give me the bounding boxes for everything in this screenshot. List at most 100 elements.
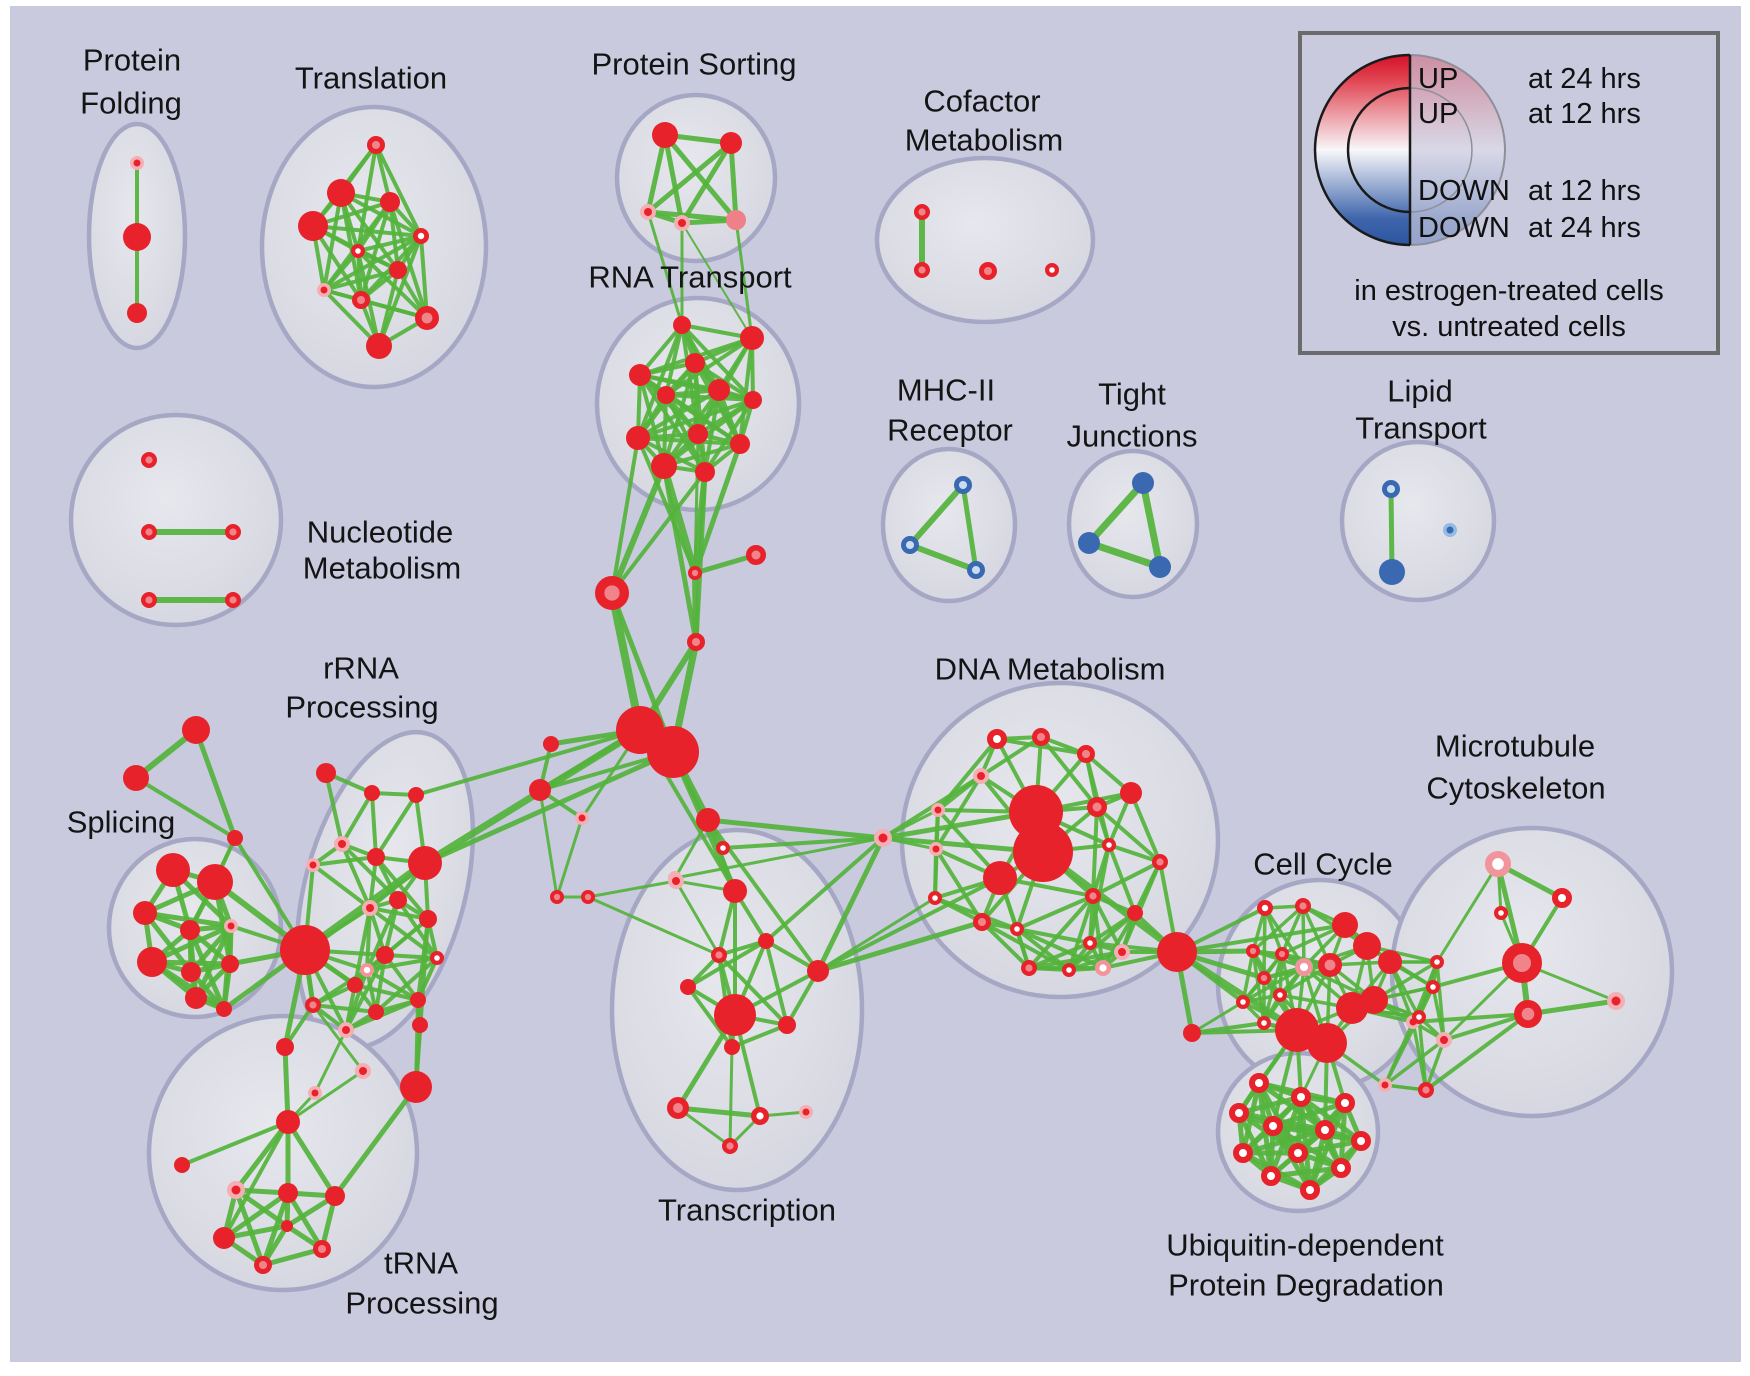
gene-node: [966, 560, 985, 579]
cluster-label-microtubule-cytoskeleton: Cytoskeleton: [1426, 771, 1605, 806]
cluster-label-microtubule-cytoskeleton: Microtubule: [1435, 729, 1595, 764]
interaction-edge: [1301, 904, 1306, 969]
gene-node: [224, 524, 241, 541]
gene-node: [430, 950, 445, 965]
gene-node: [983, 861, 1017, 895]
gene-node: [140, 452, 157, 469]
interaction-edge: [1175, 923, 1347, 954]
gene-node: [1261, 1166, 1281, 1186]
gene-node: [708, 379, 730, 401]
interaction-edge: [636, 388, 721, 440]
gene-node: [305, 997, 322, 1014]
interaction-edge: [636, 323, 684, 440]
gene-node: [1082, 935, 1097, 950]
interaction-edge: [222, 1120, 290, 1240]
interaction-edge: [960, 482, 979, 573]
interaction-edge: [388, 200, 400, 272]
legend-outer-ring-right: [1409, 54, 1506, 246]
gene-node: [543, 736, 559, 752]
interaction-edge: [717, 953, 789, 1027]
interaction-edge: [1067, 894, 1095, 972]
gene-node: [327, 179, 355, 207]
gene-node: [400, 1071, 432, 1103]
gene-node: [807, 960, 829, 982]
cluster-label-dna-metabolism: DNA Metabolism: [935, 652, 1166, 687]
gene-node: [688, 424, 708, 444]
interaction-edge: [662, 132, 739, 223]
gene-nodes-layer: [123, 122, 1625, 1274]
legend-direction-label: DOWN: [1418, 212, 1510, 244]
interaction-edge: [881, 808, 940, 840]
interaction-edge: [907, 542, 979, 573]
gene-node: [647, 726, 699, 778]
gene-node: [276, 1038, 294, 1056]
interaction-edge: [1295, 1138, 1364, 1156]
gene-node: [1157, 932, 1197, 972]
gene-node: [1149, 556, 1171, 578]
gene-node: [338, 1022, 354, 1038]
gene-node: [714, 994, 756, 1036]
interaction-edge: [636, 436, 707, 474]
interaction-edge: [675, 1105, 763, 1119]
gene-node: [308, 1086, 322, 1100]
gene-node: [276, 1110, 300, 1134]
cluster-label-nucleotide-metabolism: Metabolism: [303, 551, 462, 586]
gene-node: [364, 785, 380, 801]
gene-node: [724, 1039, 740, 1055]
interaction-edge: [1091, 805, 1099, 898]
interaction-edge: [180, 1120, 290, 1167]
interaction-edge: [282, 1044, 291, 1125]
interaction-edge: [1027, 941, 1092, 970]
interaction-edge: [636, 398, 755, 440]
gene-node: [306, 858, 320, 872]
cluster-label-ubiquitin-degradation: Protein Degradation: [1168, 1268, 1444, 1303]
gene-node: [730, 434, 750, 454]
interaction-edge: [193, 727, 238, 841]
interaction-edge: [370, 791, 378, 859]
gene-node: [695, 462, 715, 482]
interaction-edge: [816, 876, 1002, 973]
interaction-edge: [1424, 1012, 1530, 1092]
gene-node: [987, 729, 1007, 749]
gene-node: [1263, 1116, 1283, 1136]
interaction-edge: [1240, 1127, 1328, 1156]
interaction-edge: [662, 442, 742, 468]
cluster-label-trna-processing: tRNA: [384, 1246, 458, 1281]
gene-node: [1315, 1120, 1335, 1140]
gene-node: [900, 535, 919, 554]
interaction-edge: [692, 552, 759, 576]
gene-node: [140, 592, 157, 609]
interaction-edge: [610, 436, 640, 595]
interaction-edge: [260, 1246, 325, 1268]
interaction-edge: [646, 210, 684, 327]
gene-node: [1120, 782, 1142, 804]
cluster-cofactor-metabolism-ellipse: [874, 155, 1096, 325]
gene-node: [1229, 1103, 1249, 1123]
interaction-edge: [1236, 1094, 1304, 1116]
gene-node: [352, 291, 371, 310]
gene-node: [746, 545, 766, 565]
gene-node: [1233, 1143, 1253, 1163]
gene-node: [685, 353, 705, 373]
interaction-edge: [221, 1190, 291, 1241]
interaction-edge: [934, 774, 983, 851]
gene-node: [914, 262, 931, 279]
interaction-edge: [353, 983, 420, 1002]
gene-node: [1246, 943, 1261, 958]
gene-node: [1272, 987, 1287, 1002]
cluster-label-rna-transport: RNA Transport: [588, 260, 792, 295]
gene-node: [1381, 480, 1400, 499]
cluster-label-rrna-processing: Processing: [285, 690, 438, 725]
interaction-edge: [311, 1003, 365, 1073]
interaction-edge: [1190, 1000, 1245, 1035]
gene-node: [298, 211, 328, 241]
gene-node: [726, 210, 746, 230]
cluster-tight-junctions-ellipse: [1066, 448, 1200, 600]
gene-node: [376, 946, 394, 964]
interaction-edge: [286, 1069, 365, 1124]
gene-node: [927, 890, 942, 905]
gene-node: [667, 1097, 690, 1120]
interaction-edge: [1251, 904, 1305, 953]
gene-node: [1183, 1024, 1201, 1042]
